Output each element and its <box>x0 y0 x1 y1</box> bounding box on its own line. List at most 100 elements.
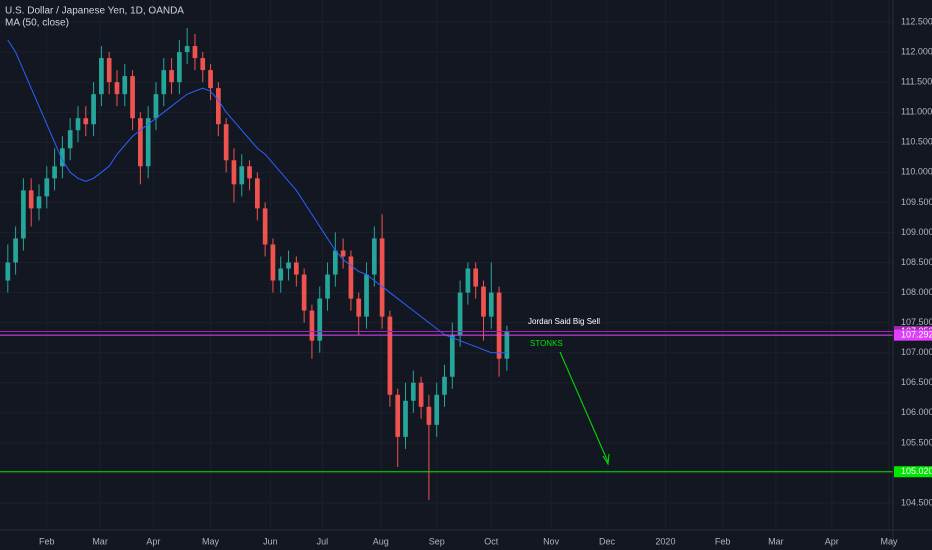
arrow <box>559 351 609 463</box>
candle-body <box>418 382 424 407</box>
y-tick-label: 108.500 <box>901 257 932 267</box>
candle-body <box>21 190 26 239</box>
candle-body <box>504 331 510 359</box>
candle-body <box>177 52 182 83</box>
y-tick-label: 112.500 <box>901 16 932 26</box>
candle-body <box>60 148 65 167</box>
x-tick-label: Jun <box>263 536 278 546</box>
candle-body <box>356 298 362 317</box>
x-tick-label: Oct <box>484 536 499 546</box>
x-tick-label: Sep <box>429 536 445 546</box>
y-tick-label: 104.500 <box>901 497 932 507</box>
x-tick-label: Mar <box>92 536 108 546</box>
x-tick-label: 2020 <box>655 536 675 546</box>
candle-body <box>293 262 299 275</box>
candle-body <box>130 76 135 119</box>
x-tick-label: Nov <box>543 536 560 546</box>
candle-body <box>5 262 11 281</box>
candle-body <box>488 292 494 317</box>
candle-body <box>426 406 432 425</box>
price-tag-label: 105.020 <box>901 466 932 476</box>
candle-body <box>75 118 81 131</box>
candle-body <box>231 160 237 185</box>
candle-body <box>496 292 502 359</box>
x-tick-label: Feb <box>39 536 55 546</box>
candle-body <box>200 58 206 71</box>
candle-body <box>99 58 104 95</box>
y-tick-label: 107.000 <box>901 347 932 357</box>
chart-title: U.S. Dollar / Japanese Yen, 1D, OANDA <box>5 6 184 17</box>
candle-body <box>301 274 307 311</box>
x-tick-label: May <box>880 536 898 546</box>
y-tick-label: 111.500 <box>901 77 932 87</box>
candle-body <box>442 376 447 395</box>
candle-body <box>83 118 89 125</box>
candle-body <box>395 394 401 437</box>
y-tick-label: 108.000 <box>901 287 932 297</box>
candle-body <box>67 130 73 149</box>
candle-body <box>52 166 57 179</box>
candle-body <box>36 196 42 209</box>
x-tick-label: May <box>202 536 220 546</box>
candle-body <box>371 238 377 275</box>
x-tick-label: Apr <box>825 536 839 546</box>
price-tag <box>894 466 932 478</box>
candle-body <box>13 238 18 263</box>
y-tick-label: 110.500 <box>901 137 932 147</box>
candle-body <box>457 292 463 335</box>
candle-body <box>223 124 229 161</box>
arrow-head <box>602 453 610 466</box>
candle-body <box>239 166 245 185</box>
x-tick-label: Dec <box>599 536 616 546</box>
candle-body <box>247 166 252 179</box>
candle-body <box>169 70 174 83</box>
candle-body <box>216 88 221 125</box>
moving-average-line <box>7 39 507 354</box>
y-tick-label: 111.000 <box>901 107 932 117</box>
candle-body <box>91 94 96 125</box>
candle-body <box>410 382 416 401</box>
candle-body <box>309 310 315 341</box>
annotation: STONKS <box>530 339 563 348</box>
candle-body <box>114 82 120 95</box>
candle-body <box>138 118 143 167</box>
indicator-label: MA (50, close) <box>5 18 69 29</box>
candle-body <box>332 250 338 275</box>
candle-body <box>364 274 369 317</box>
x-tick-label: Feb <box>715 536 731 546</box>
grid <box>0 0 893 530</box>
price-tag-label: 107.292 <box>901 330 932 340</box>
x-tick-label: Mar <box>768 536 784 546</box>
candle-body <box>317 298 323 341</box>
candle-body <box>184 46 190 53</box>
candle-body <box>348 256 354 299</box>
candle-body <box>122 76 128 95</box>
candle-body <box>145 118 151 167</box>
y-tick-label: 109.500 <box>901 197 932 207</box>
y-tick-label: 112.000 <box>901 46 932 56</box>
candle-body <box>106 58 112 83</box>
candle-body <box>434 394 440 425</box>
candle-body <box>153 94 159 119</box>
candle-body <box>255 178 260 209</box>
candle-body <box>208 70 213 89</box>
price-tag <box>894 329 932 341</box>
candle-body <box>278 268 284 281</box>
x-tick-label: Apr <box>146 536 160 546</box>
candle-body <box>286 262 291 269</box>
candle-body <box>403 400 408 437</box>
candle-body <box>473 268 479 287</box>
y-tick-label: 105.500 <box>901 437 932 447</box>
candle-body <box>161 70 167 95</box>
y-tick-label: 109.000 <box>901 227 932 237</box>
x-tick-label: Jul <box>317 536 329 546</box>
candle-body <box>270 244 276 281</box>
y-tick-label: 106.000 <box>901 407 932 417</box>
annotation: Jordan Said Big Sell <box>528 317 600 326</box>
plot <box>0 28 893 500</box>
candle-body <box>340 250 346 257</box>
y-tick-label: 110.000 <box>901 167 932 177</box>
candle-body <box>325 274 330 299</box>
y-tick-label: 107.500 <box>901 317 932 327</box>
